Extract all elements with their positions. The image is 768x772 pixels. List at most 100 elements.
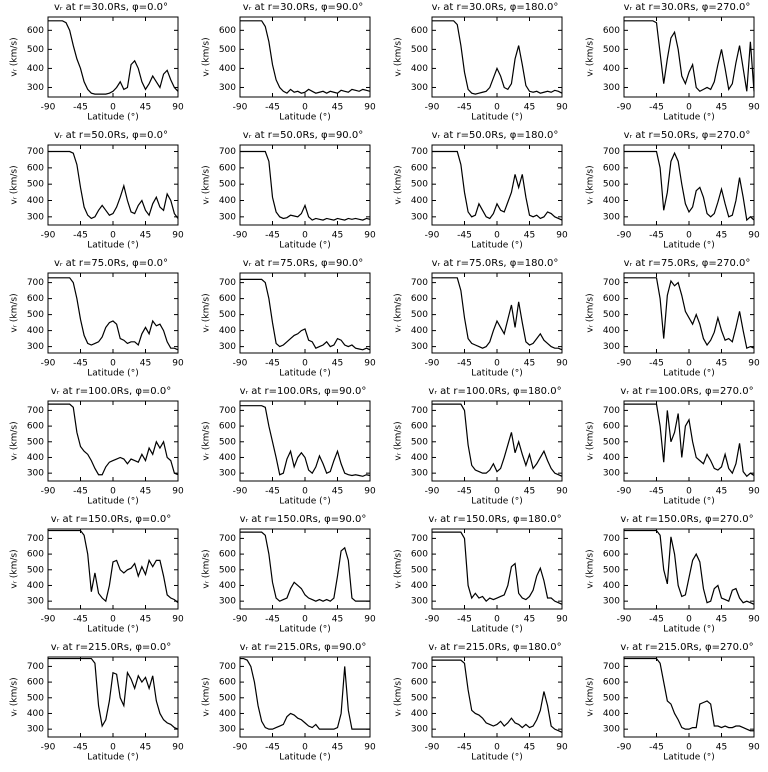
data-line — [240, 278, 371, 351]
y-axis-label: vᵣ (km/s) — [10, 549, 20, 588]
x-tick-label: 45 — [716, 615, 727, 625]
chart-title: vᵣ at r=150.0Rs, φ=90.0° — [240, 514, 367, 525]
x-tick-label: 0 — [494, 743, 500, 753]
x-tick-label: 45 — [524, 231, 535, 241]
x-tick-label: -45 — [457, 615, 472, 625]
x-tick-label: 0 — [686, 103, 692, 113]
y-axis-label: vᵣ (km/s) — [202, 165, 212, 204]
panel: vᵣ at r=215.0Rs, φ=180.0° -90 -45 0 45 90 300 4… — [394, 642, 568, 763]
x-tick-label: -90 — [233, 359, 248, 369]
x-tick-label: 0 — [494, 103, 500, 113]
x-tick-label: 0 — [494, 231, 500, 241]
x-tick-label: 0 — [302, 487, 308, 497]
x-tick-label: 90 — [556, 743, 568, 753]
x-tick-label: 45 — [140, 487, 151, 497]
x-tick-label: 45 — [332, 615, 343, 625]
panel: vᵣ at r=50.0Rs, φ=270.0° -90 -45 0 45 90 300 40… — [586, 130, 760, 251]
x-tick-label: -90 — [425, 743, 440, 753]
y-tick-label: 500 — [27, 180, 44, 190]
plot-frame — [431, 144, 563, 226]
x-tick-label: 90 — [748, 231, 760, 241]
y-tick-label: 500 — [219, 310, 236, 320]
plot-frame — [623, 272, 755, 354]
y-tick-label: 400 — [411, 196, 428, 206]
x-tick-label: 45 — [716, 743, 727, 753]
y-tick-label: 500 — [219, 45, 236, 55]
x-axis-label: Latitude (°) — [663, 113, 714, 123]
x-tick-label: 45 — [140, 231, 151, 241]
x-tick-label: 0 — [110, 103, 116, 113]
y-tick-label: 700 — [27, 534, 44, 544]
panel: vᵣ at r=150.0Rs, φ=270.0° -90 -45 0 45 90 300 4… — [586, 514, 760, 635]
chart-title: vᵣ at r=75.0Rs, φ=180.0° — [432, 258, 559, 269]
y-tick-label: 300 — [603, 597, 620, 607]
y-tick-label: 300 — [603, 725, 620, 735]
y-tick-label: 600 — [27, 163, 44, 173]
y-tick-label: 500 — [219, 437, 236, 447]
data-line — [48, 403, 179, 476]
panel: vᵣ at r=215.0Rs, φ=0.0° -90 -45 0 45 90 300 400… — [10, 642, 184, 763]
y-axis-label: vᵣ (km/s) — [394, 293, 404, 332]
x-tick-label: 45 — [140, 743, 151, 753]
x-tick-label: -45 — [73, 359, 88, 369]
data-line — [624, 277, 755, 350]
x-tick-label: -90 — [41, 487, 56, 497]
y-tick-label: 400 — [219, 581, 236, 591]
panel: vᵣ at r=30.0Rs, φ=180.0° -90 -45 0 45 90 300 40… — [394, 2, 568, 123]
x-tick-label: 90 — [748, 743, 760, 753]
y-tick-label: 600 — [27, 294, 44, 304]
chart-title: vᵣ at r=50.0Rs, φ=0.0° — [54, 130, 168, 141]
x-axis-label: Latitude (°) — [87, 753, 138, 763]
panel: vᵣ at r=100.0Rs, φ=90.0° -90 -45 0 45 90 300 40… — [202, 386, 376, 507]
panel: vᵣ at r=30.0Rs, φ=270.0° -90 -45 0 45 90 300 40… — [586, 2, 760, 123]
x-tick-label: 90 — [172, 231, 184, 241]
chart-title: vᵣ at r=100.0Rs, φ=270.0° — [620, 386, 753, 397]
x-tick-label: -45 — [649, 615, 664, 625]
y-tick-label: 700 — [27, 147, 44, 157]
y-tick-label: 400 — [219, 64, 236, 74]
panel: vᵣ at r=30.0Rs, φ=90.0° -90 -45 0 45 90 300 400… — [202, 2, 376, 123]
x-tick-label: 90 — [748, 615, 760, 625]
x-tick-label: -45 — [265, 103, 280, 113]
x-tick-label: 45 — [332, 743, 343, 753]
y-tick-label: 600 — [219, 422, 236, 432]
x-tick-label: -45 — [649, 359, 664, 369]
x-tick-label: 90 — [748, 487, 760, 497]
y-tick-label: 400 — [411, 326, 428, 336]
y-tick-label: 700 — [411, 147, 428, 157]
panel: vᵣ at r=150.0Rs, φ=0.0° -90 -45 0 45 90 300 400… — [10, 514, 184, 635]
y-axis-label: vᵣ (km/s) — [10, 37, 20, 76]
x-tick-label: 0 — [302, 615, 308, 625]
x-axis-label: Latitude (°) — [471, 241, 522, 251]
x-tick-label: -90 — [233, 615, 248, 625]
x-tick-label: 0 — [110, 487, 116, 497]
y-tick-label: 600 — [603, 550, 620, 560]
y-tick-label: 400 — [603, 64, 620, 74]
x-axis-label: Latitude (°) — [471, 113, 522, 123]
y-tick-label: 400 — [603, 581, 620, 591]
x-axis-label: Latitude (°) — [87, 241, 138, 251]
x-tick-label: -45 — [649, 743, 664, 753]
y-tick-label: 300 — [411, 725, 428, 735]
x-tick-label: 45 — [140, 359, 151, 369]
chart-title: vᵣ at r=30.0Rs, φ=90.0° — [243, 2, 363, 13]
x-tick-label: -90 — [617, 231, 632, 241]
y-tick-label: 600 — [411, 678, 428, 688]
x-tick-label: -90 — [425, 615, 440, 625]
x-tick-label: 45 — [332, 231, 343, 241]
y-tick-label: 500 — [603, 693, 620, 703]
y-tick-label: 700 — [603, 278, 620, 288]
x-tick-label: 90 — [172, 743, 184, 753]
y-tick-label: 300 — [219, 83, 236, 93]
x-tick-label: -90 — [233, 743, 248, 753]
y-tick-label: 600 — [27, 678, 44, 688]
x-tick-label: 45 — [524, 743, 535, 753]
y-tick-label: 300 — [27, 212, 44, 222]
y-tick-label: 700 — [411, 662, 428, 672]
x-axis-label: Latitude (°) — [471, 625, 522, 635]
x-tick-label: 0 — [494, 615, 500, 625]
x-axis-label: Latitude (°) — [279, 369, 330, 379]
chart-title: vᵣ at r=75.0Rs, φ=0.0° — [54, 258, 168, 269]
y-axis-label: vᵣ (km/s) — [394, 165, 404, 204]
x-tick-label: -45 — [265, 615, 280, 625]
